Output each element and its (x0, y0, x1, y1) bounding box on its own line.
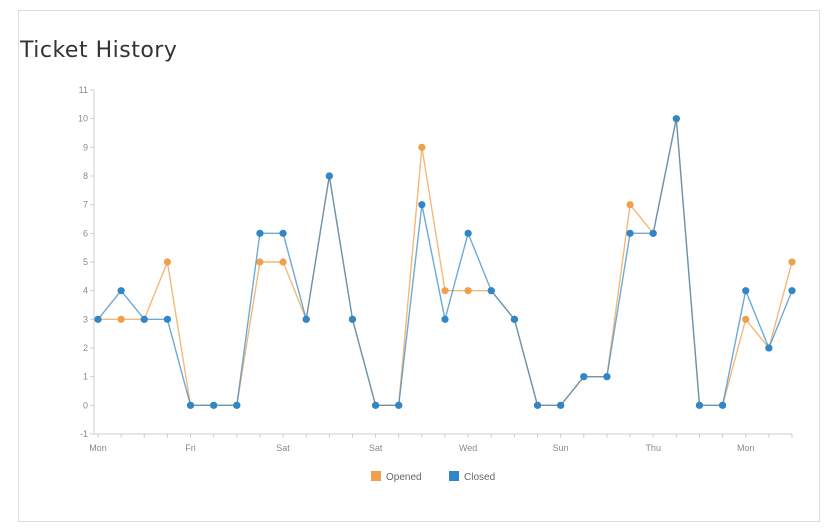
x-tick-label: Wed (459, 443, 477, 453)
axes: -1 0 1 2 3 4 5 6 7 8 9 10 11 Mon Fri Sat Sat Wed Sun Thu Mon (78, 85, 793, 453)
data-point[interactable] (186, 401, 195, 409)
series-line-closed (97, 117, 793, 406)
x-tick-label: Thu (645, 443, 661, 453)
y-tick-label: 5 (83, 257, 88, 267)
data-point[interactable] (279, 229, 287, 237)
data-point[interactable] (441, 315, 449, 323)
x-tick-label: Mon (89, 443, 107, 453)
data-point[interactable] (163, 315, 171, 323)
data-point[interactable] (557, 401, 565, 409)
legend-item-closed[interactable]: Closed (449, 471, 495, 483)
y-tick-label: 10 (78, 114, 88, 124)
data-point[interactable] (672, 115, 680, 123)
y-tick-label: 8 (83, 171, 88, 181)
y-tick-label: 9 (83, 142, 88, 152)
data-point[interactable] (626, 201, 634, 209)
y-tick-label: 2 (83, 343, 88, 353)
data-point[interactable] (210, 401, 218, 409)
y-tick-label: -1 (80, 429, 88, 439)
data-point[interactable] (695, 401, 704, 409)
data-point[interactable] (140, 315, 148, 323)
y-tick-label: 11 (79, 85, 88, 95)
legend-swatch (371, 471, 381, 481)
series-opened (94, 115, 796, 409)
data-point[interactable] (418, 143, 426, 151)
data-point[interactable] (742, 287, 750, 295)
data-point[interactable] (418, 201, 426, 209)
y-tick-label: 0 (83, 400, 88, 410)
data-point[interactable] (649, 229, 657, 237)
data-point[interactable] (788, 287, 796, 295)
data-point[interactable] (256, 229, 264, 237)
x-tick-label: Sat (276, 443, 290, 453)
data-point[interactable] (788, 258, 796, 266)
data-point[interactable] (742, 315, 750, 323)
data-point[interactable] (464, 229, 472, 237)
data-point[interactable] (464, 287, 472, 295)
data-point[interactable] (395, 401, 403, 409)
legend-swatch (449, 471, 459, 481)
chart-title: Ticket History (20, 38, 178, 63)
legend: Opened Closed (371, 471, 495, 483)
y-tick-label: 3 (83, 314, 88, 324)
data-point[interactable] (348, 315, 357, 323)
data-point[interactable] (603, 373, 611, 381)
data-point[interactable] (626, 229, 634, 237)
data-point[interactable] (580, 373, 588, 381)
x-tick-label: Sat (369, 443, 383, 453)
data-point[interactable] (765, 344, 773, 352)
chart-card (18, 10, 820, 522)
y-tick-label: 1 (83, 372, 88, 382)
data-point[interactable] (117, 287, 125, 295)
data-point[interactable] (163, 258, 171, 266)
series-layer (94, 115, 796, 409)
data-point[interactable] (441, 287, 449, 295)
data-point[interactable] (94, 315, 102, 323)
data-point[interactable] (372, 401, 380, 409)
data-point[interactable] (279, 258, 287, 266)
data-point[interactable] (256, 258, 264, 266)
x-tick-label: Mon (737, 443, 755, 453)
y-tick-label: 7 (83, 200, 88, 210)
x-tick-label: Fri (185, 443, 196, 453)
data-point[interactable] (510, 315, 518, 323)
legend-label: Closed (464, 472, 495, 483)
y-tick-label: 4 (83, 286, 88, 296)
x-tick-label: Sun (553, 443, 569, 453)
data-point[interactable] (533, 401, 542, 409)
data-point[interactable] (302, 315, 310, 323)
data-point[interactable] (487, 287, 495, 295)
data-point[interactable] (325, 172, 333, 180)
data-point[interactable] (233, 401, 241, 409)
y-tick-label: 6 (83, 228, 88, 238)
legend-label: Opened (386, 472, 422, 483)
data-point[interactable] (719, 401, 727, 409)
series-closed (94, 115, 796, 409)
legend-item-opened[interactable]: Opened (371, 471, 422, 483)
data-point[interactable] (117, 315, 125, 323)
